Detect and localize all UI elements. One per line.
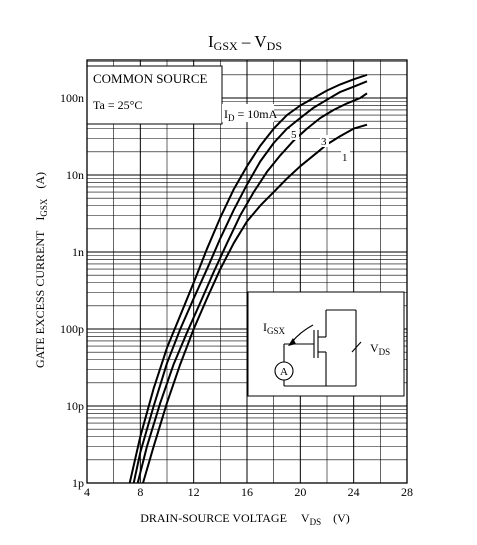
curve-label-3: 3 [321,136,327,148]
x-tick-label: 28 [401,485,413,499]
curve-label-5: 5 [291,129,297,141]
x-tick-label: 20 [294,485,306,499]
series-line-3 [136,92,368,484]
y-tick-label: 10n [66,168,84,182]
series-line-1 [128,73,368,484]
y-axis-label: GATE EXCESS CURRENTIGSX(A) [33,172,49,368]
legend-line-1: COMMON SOURCE [93,71,208,86]
inset-meter: A [280,366,288,378]
x-axis-label: DRAIN-SOURCE VOLTAGE VDS (V) [140,511,350,527]
x-tick-label: 24 [348,485,360,499]
y-tick-label: 100p [60,322,84,336]
y-tick-label: 1p [72,476,84,490]
inset-circuit-diagram: A IGSX VDS [247,291,405,397]
y-tick-label: 1n [72,245,84,259]
svg-text:ID = 10mA: ID = 10mA [224,107,278,123]
inset-voltage-label: VDS [370,341,390,357]
parameter-label: ID = 10mA [222,104,278,123]
legend-box: COMMON SOURCE Ta = 25°C [86,65,223,125]
curve-label-1: 1 [342,152,348,164]
series-line-4 [142,123,368,484]
plot-frame [86,59,408,484]
x-tick-label: 8 [137,485,143,499]
curve-labels: 5 3 1 [290,128,350,164]
series-line-2 [132,80,368,484]
y-tick-label: 10p [66,399,84,413]
x-tick-label: 4 [84,485,90,499]
series-curves [128,73,368,484]
y-tick-labels: 1p 10p 100p 1n 10n 100n [60,91,84,490]
x-tick-label: 12 [188,485,200,499]
chart-title: IGSX – VDS [208,32,282,53]
legend-line-2: Ta = 25°C [93,98,142,112]
x-tick-labels: 4 8 12 16 20 24 28 [84,485,413,499]
y-tick-label: 100n [60,91,84,105]
inset-current-label: IGSX [263,320,286,336]
x-tick-label: 16 [241,485,253,499]
